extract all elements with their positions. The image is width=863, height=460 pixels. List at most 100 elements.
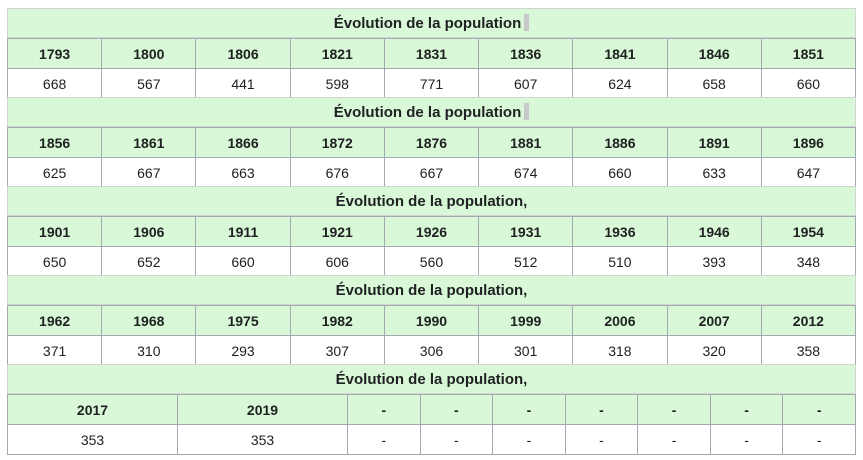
population-cell: - [492,424,566,455]
year-cell: 1990 [383,305,480,336]
population-section: Évolution de la population, 1962 1968 19… [6,275,857,366]
population-row: 625 667 663 676 667 674 660 633 647 [6,157,857,188]
population-cell: 320 [666,335,762,366]
section-title-text: Évolution de la population [333,104,522,121]
population-cell: 353 [177,424,348,455]
year-row: 2017 2019 - - - - - - - [7,394,856,425]
population-section: Évolution de la population, 2017 2019 - … [7,364,856,455]
year-row: 1793 1800 1806 1821 1831 1836 1841 1846 … [6,38,857,69]
year-cell: 2017 [7,394,178,425]
year-cell: 1846 [666,38,762,69]
population-cell: 652 [101,246,197,277]
section-title: Évolution de la population, [7,186,856,216]
section-title: Évolution de la population [7,97,856,127]
year-cell: 1931 [478,216,574,247]
population-cell: 667 [101,157,197,188]
year-cell: 1831 [383,38,480,69]
year-cell: 2007 [666,305,762,336]
population-cell: 660 [195,246,291,277]
year-row: 1962 1968 1975 1982 1990 1999 2006 2007 … [6,305,857,336]
population-cell: 293 [195,335,291,366]
population-cell: - [347,424,421,455]
population-cell: 660 [572,157,668,188]
population-cell: 512 [478,246,574,277]
year-cell: - [564,394,639,425]
population-cell: 676 [289,157,385,188]
population-cell: 510 [572,246,668,277]
population-cell: 607 [478,68,574,99]
population-cell: 624 [572,68,668,99]
year-cell: 1936 [572,216,668,247]
section-title: Évolution de la population, [7,364,856,394]
year-cell: - [782,394,856,425]
year-cell: 1946 [666,216,762,247]
population-cell: 318 [572,335,668,366]
year-cell: 1872 [289,127,385,158]
year-cell: 1876 [383,127,480,158]
year-cell: - [709,394,784,425]
year-cell: 1901 [6,216,103,247]
year-cell: 1896 [760,127,857,158]
year-cell: 1911 [195,216,291,247]
population-cell: 306 [383,335,480,366]
population-table: 1962 1968 1975 1982 1990 1999 2006 2007 … [6,305,857,366]
year-cell: 1886 [572,127,668,158]
population-cell: 668 [6,68,103,99]
population-row: 650 652 660 606 560 512 510 393 348 [6,246,857,277]
population-cell: - [782,424,856,455]
year-cell: 1866 [195,127,291,158]
year-cell: 2019 [177,394,348,425]
year-cell: - [492,394,566,425]
section-title-text: Évolution de la population, [335,371,528,388]
year-cell: 2006 [572,305,668,336]
section-title-text: Évolution de la population, [335,193,528,210]
year-cell: 1891 [666,127,762,158]
population-table: 2017 2019 - - - - - - - 353 353 - - - - … [7,394,856,455]
year-cell: 1906 [101,216,197,247]
population-cell: 307 [289,335,385,366]
population-cell: 598 [289,68,385,99]
year-cell: 1968 [101,305,197,336]
population-row: 371 310 293 307 306 301 318 320 358 [6,335,857,366]
year-cell: - [637,394,711,425]
population-cell: 348 [760,246,857,277]
year-cell: 2012 [760,305,857,336]
population-cell: 560 [383,246,480,277]
population-cell: 625 [6,157,103,188]
population-cell: 771 [383,68,480,99]
section-title-text: Évolution de la population, [335,282,528,299]
year-cell: - [347,394,421,425]
year-cell: 1800 [101,38,197,69]
year-cell: - [419,394,494,425]
population-section: Évolution de la population 1793 1800 180… [6,8,857,99]
year-cell: 1856 [6,127,103,158]
population-cell: 301 [478,335,574,366]
year-row: 1901 1906 1911 1921 1926 1931 1936 1946 … [6,216,857,247]
section-title: Évolution de la population, [7,275,856,305]
population-row: 668 567 441 598 771 607 624 658 660 [6,68,857,99]
population-cell: - [709,424,784,455]
year-cell: 1975 [195,305,291,336]
population-section: Évolution de la population, 1901 1906 19… [6,186,857,277]
population-cell: 371 [6,335,103,366]
population-cell: 647 [760,157,857,188]
population-cell: 660 [760,68,857,99]
year-cell: 1841 [572,38,668,69]
year-cell: 1836 [478,38,574,69]
section-title: Évolution de la population [7,8,856,38]
population-table: 1793 1800 1806 1821 1831 1836 1841 1846 … [6,38,857,99]
cursor-mark [524,103,530,120]
population-cell: 663 [195,157,291,188]
population-cell: - [419,424,494,455]
population-table: 1901 1906 1911 1921 1926 1931 1936 1946 … [6,216,857,277]
cursor-mark [524,14,530,31]
year-cell: 1982 [289,305,385,336]
population-cell: 310 [101,335,197,366]
year-cell: 1954 [760,216,857,247]
population-cell: 358 [760,335,857,366]
population-cell: - [564,424,639,455]
year-cell: 1806 [195,38,291,69]
year-cell: 1921 [289,216,385,247]
year-cell: 1793 [6,38,103,69]
